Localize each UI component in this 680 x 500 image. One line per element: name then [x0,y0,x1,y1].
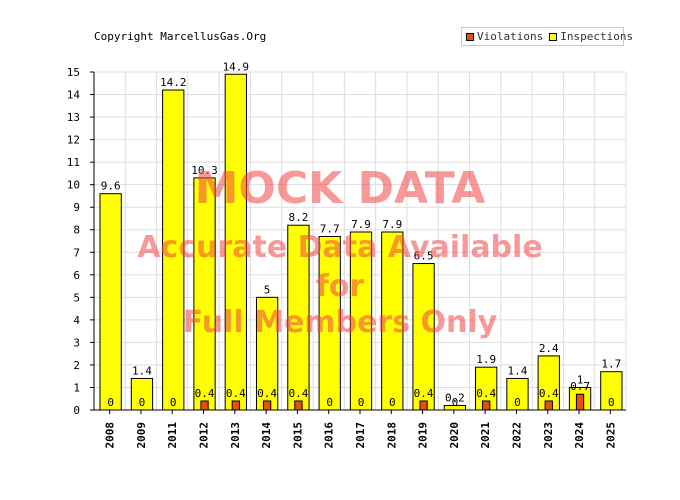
y-tick-label: 11 [67,156,80,169]
bar-inspections [600,371,623,411]
y-tick-label: 6 [73,269,80,282]
data-label-violations: 0 [326,396,333,409]
data-label-inspections: 1.7 [601,358,621,371]
bar-violations [482,400,491,411]
bar-inspections [287,224,310,411]
y-tick-label: 5 [73,291,80,304]
legend-item-violations: Violations [466,30,543,43]
data-label-violations: 0 [358,396,365,409]
legend-item-inspections: Inspections [549,30,633,43]
y-tick-label: 3 [73,336,80,349]
data-label-inspections: 1.4 [508,364,528,377]
x-tick-label: 2024 [573,422,586,449]
y-tick-label: 14 [67,89,81,102]
y-tick-label: 12 [67,134,80,147]
x-tick-label: 2021 [479,422,492,449]
data-label-inspections: 1 [577,373,584,386]
legend-label-violations: Violations [477,30,544,43]
data-label-violations: 0 [608,396,615,409]
y-tick-label: 0 [73,404,80,417]
data-label-inspections: 14.9 [223,60,250,73]
bar-inspections [349,231,373,411]
bar-violations [262,400,272,411]
data-label-inspections: 10.3 [191,164,218,177]
data-label-violations: 0 [170,396,177,409]
data-label-violations: 0.4 [414,387,434,400]
x-tick-label: 2020 [448,422,461,449]
x-tick-label: 2011 [166,422,179,449]
x-tick-label: 2009 [135,422,148,449]
data-label-violations: 0.4 [288,387,308,400]
data-label-violations: 0 [514,396,521,409]
x-tick-label: 2016 [323,422,336,449]
bar-violations [231,400,240,411]
y-tick-label: 2 [73,359,80,372]
y-tick-label: 8 [73,224,80,237]
data-label-violations: 0.4 [476,387,496,400]
legend-swatch-violations [466,32,474,41]
y-tick-label: 9 [73,201,80,214]
data-label-inspections: 7.9 [351,218,371,231]
legend-swatch-inspections [549,32,558,41]
data-label-inspections: 14.2 [160,76,187,89]
data-label-inspections: 5 [264,283,271,296]
data-label-violations: 0.7 [570,380,590,393]
legend-label-inspections: Inspections [560,30,634,43]
bar-inspections [193,177,216,411]
data-label-violations: 0 [389,396,396,409]
data-label-violations: 0 [107,396,114,409]
bar-inspections [381,231,404,411]
data-label-violations: 0.4 [539,387,559,400]
data-label-inspections: 7.9 [382,218,402,231]
x-tick-label: 2014 [260,422,273,449]
bar-inspections [224,73,247,411]
y-tick-label: 4 [73,314,80,327]
data-label-inspections: 1.9 [476,353,496,366]
x-tick-label: 2012 [198,422,211,449]
copyright-text: Copyright MarcellusGas.Org [94,30,267,43]
bar-inspections [130,377,154,411]
bar-violations [575,393,585,411]
x-tick-label: 2019 [417,422,430,449]
data-label-inspections: 8.2 [288,211,308,224]
x-tick-label: 2015 [291,422,304,449]
y-tick-label: 15 [67,66,80,79]
data-label-inspections: 0.2 [445,391,465,404]
y-tick-label: 10 [67,179,80,192]
bar-violations [419,400,428,411]
y-tick-label: 7 [73,246,80,259]
x-tick-label: 2023 [542,422,555,449]
data-label-violations: 0 [139,396,146,409]
y-tick-label: 1 [73,381,80,394]
bar-inspections [506,377,529,411]
data-label-inspections: 9.6 [101,180,121,193]
legend: Violations Inspections [461,27,633,46]
data-label-inspections: 7.7 [320,222,340,235]
bar-violations [200,400,209,411]
data-label-violations: 0.4 [195,387,215,400]
x-tick-label: 2013 [229,422,242,449]
bar-inspections [318,235,341,411]
x-tick-label: 2025 [604,422,617,449]
data-label-violations: 0.4 [226,387,246,400]
data-label-inspections: 2.4 [539,342,559,355]
bar-inspections [443,404,467,411]
x-tick-label: 2008 [104,422,117,449]
bar-inspections [99,193,122,411]
x-tick-label: 2018 [385,422,398,449]
data-label-violations: 0.4 [257,387,277,400]
data-label-inspections: 6.5 [414,250,434,263]
bar-inspections [162,89,185,411]
y-tick-label: 13 [67,111,80,124]
data-label-violations: 0 [452,396,459,409]
data-label-inspections: 1.4 [132,364,152,377]
bar-violations [294,400,303,411]
bar-violations [544,400,553,411]
x-tick-label: 2022 [510,422,523,449]
x-tick-label: 2017 [354,422,367,449]
